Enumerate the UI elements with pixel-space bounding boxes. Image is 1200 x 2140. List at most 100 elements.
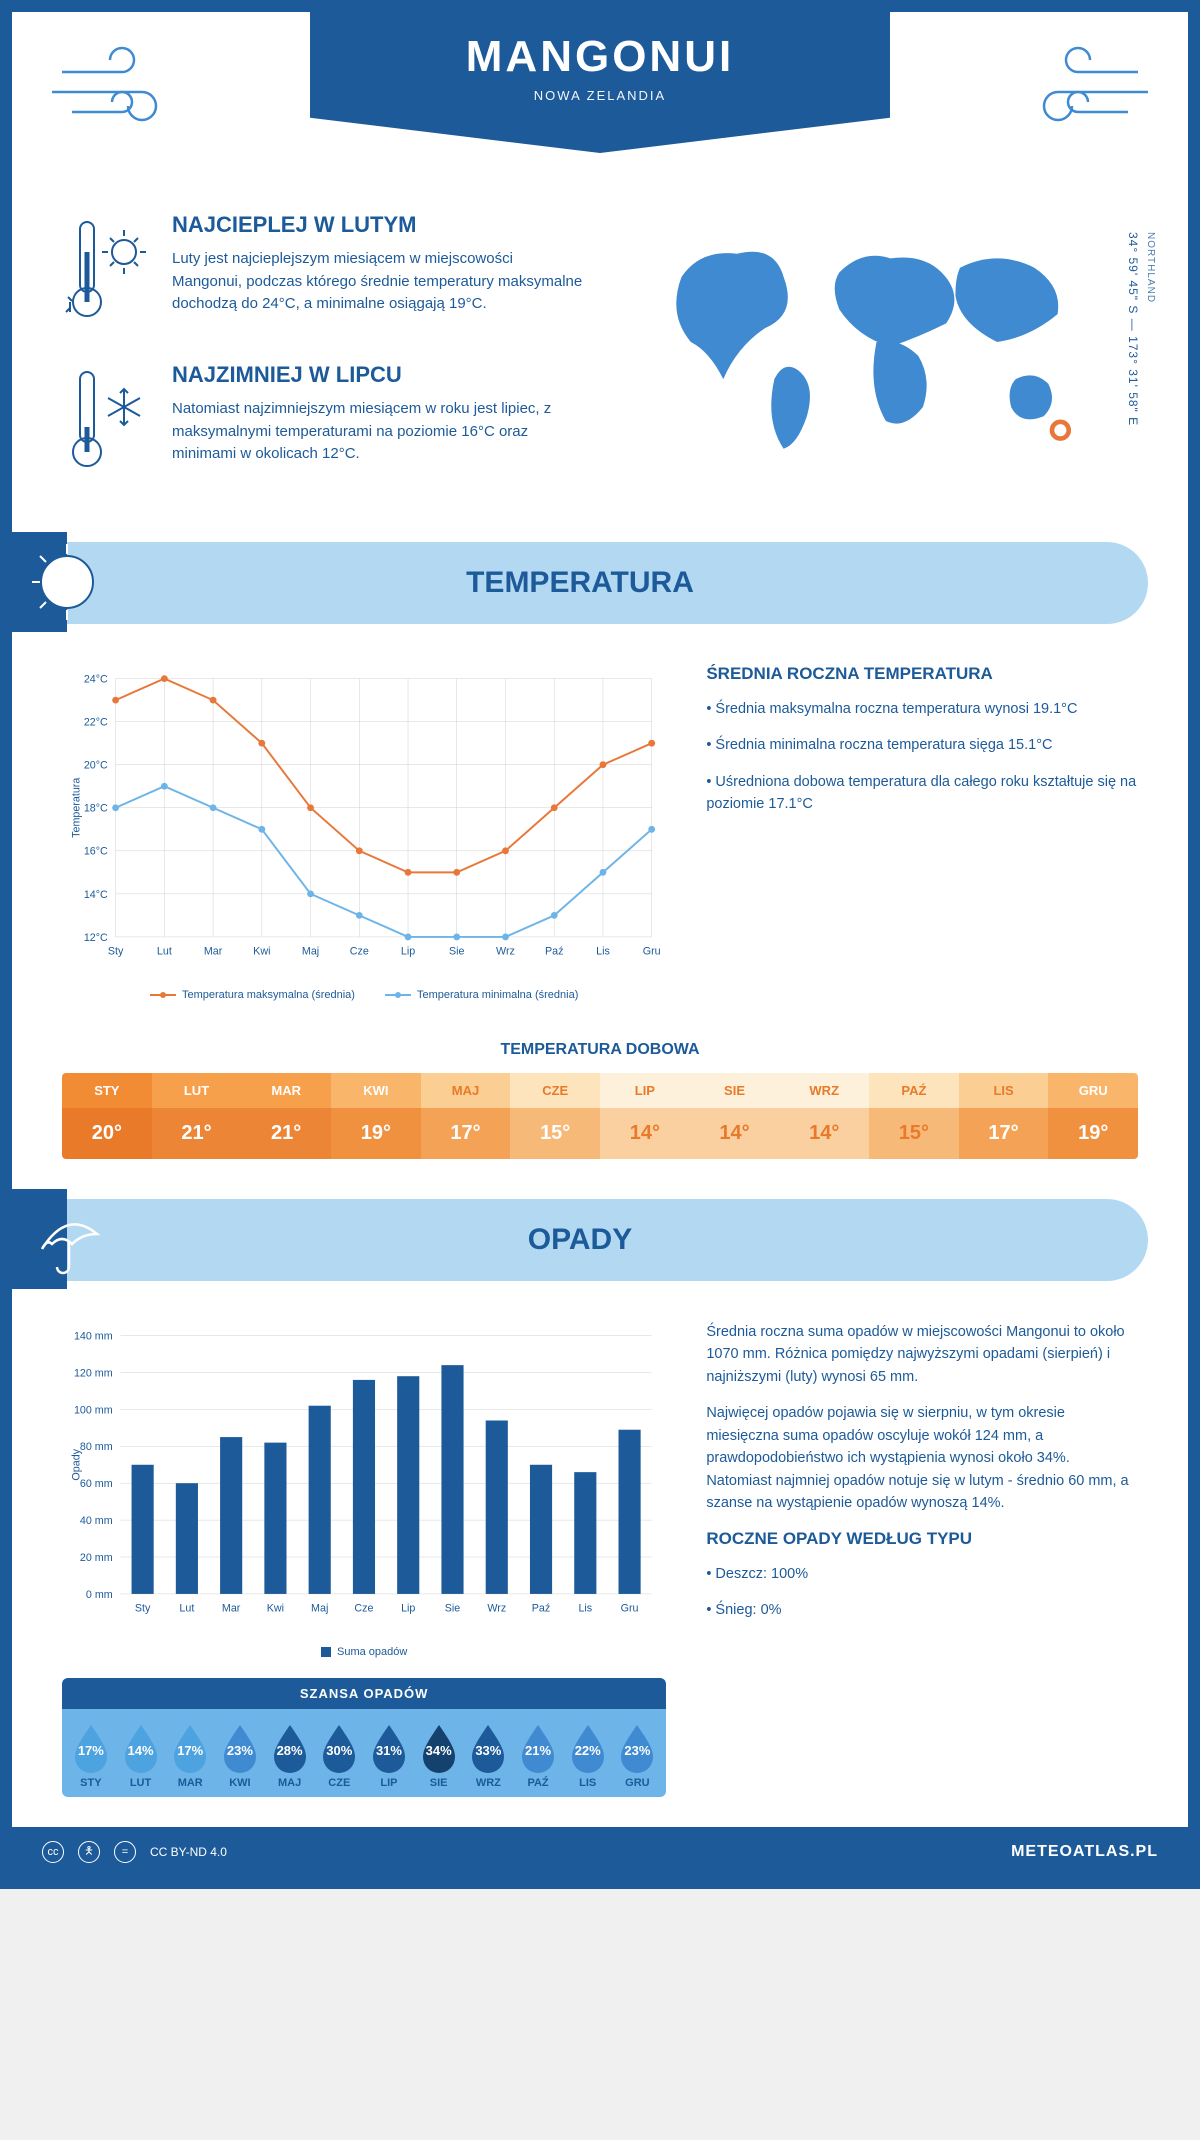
chance-month: LIS bbox=[563, 1777, 613, 1789]
rain-type-title: ROCZNE OPADY WEDŁUG TYPU bbox=[706, 1529, 1138, 1549]
world-map-icon bbox=[615, 212, 1138, 472]
chance-pct: 28% bbox=[277, 1743, 303, 1758]
chance-pct: 17% bbox=[177, 1743, 203, 1758]
drop-icon: 34% bbox=[418, 1721, 460, 1773]
chance-cell: 21% PAŹ bbox=[513, 1721, 563, 1789]
intro-facts: NAJCIEPLEJ W LUTYM Luty jest najcieplejs… bbox=[62, 212, 585, 512]
coldest-title: NAJZIMNIEJ W LIPCU bbox=[172, 362, 585, 388]
chance-month: KWI bbox=[215, 1777, 265, 1789]
svg-text:18°C: 18°C bbox=[84, 803, 108, 815]
wind-icon bbox=[1018, 42, 1158, 142]
chance-month: MAR bbox=[165, 1777, 215, 1789]
drop-icon: 23% bbox=[219, 1721, 261, 1773]
daily-col: MAJ 17° bbox=[421, 1073, 511, 1159]
svg-text:Mar: Mar bbox=[222, 1602, 241, 1614]
rain-title: OPADY bbox=[528, 1223, 632, 1256]
warmest-fact: NAJCIEPLEJ W LUTYM Luty jest najcieplejs… bbox=[62, 212, 585, 332]
svg-text:16°C: 16°C bbox=[84, 846, 108, 858]
drop-icon: 23% bbox=[616, 1721, 658, 1773]
drop-icon: 22% bbox=[567, 1721, 609, 1773]
daily-temp-title: TEMPERATURA DOBOWA bbox=[62, 1041, 1138, 1059]
chance-cell: 23% GRU bbox=[613, 1721, 663, 1789]
daily-col: PAŹ 15° bbox=[869, 1073, 959, 1159]
chance-cell: 17% STY bbox=[66, 1721, 116, 1789]
thermometer-snow-icon bbox=[62, 362, 152, 482]
annual-temp-text: ŚREDNIA ROCZNA TEMPERATURA • Średnia mak… bbox=[706, 664, 1138, 1001]
svg-text:100 mm: 100 mm bbox=[74, 1404, 113, 1416]
svg-text:Paź: Paź bbox=[532, 1602, 550, 1614]
rain-type-bullet: • Deszcz: 100% bbox=[706, 1563, 1138, 1585]
temperature-body: 12°C14°C16°C18°C20°C22°C24°CStyLutMarKwi… bbox=[12, 654, 1188, 1031]
chance-cell: 17% MAR bbox=[165, 1721, 215, 1789]
thermometer-sun-icon bbox=[62, 212, 152, 332]
chance-cell: 34% SIE bbox=[414, 1721, 464, 1789]
svg-text:Paź: Paź bbox=[545, 945, 563, 957]
lon-label: 173° 31' 58" E bbox=[1126, 336, 1140, 426]
lat-label: 34° 59' 45" S bbox=[1126, 232, 1140, 314]
region-label: NORTHLAND bbox=[1145, 232, 1156, 303]
intro-section: NAJCIEPLEJ W LUTYM Luty jest najcieplejs… bbox=[12, 202, 1188, 542]
svg-text:22°C: 22°C bbox=[84, 717, 108, 729]
chance-pct: 21% bbox=[525, 1743, 551, 1758]
chance-month: GRU bbox=[613, 1777, 663, 1789]
cc-icon: cc bbox=[42, 1841, 64, 1863]
temperature-chart: 12°C14°C16°C18°C20°C22°C24°CStyLutMarKwi… bbox=[62, 664, 666, 1001]
rain-body: 0 mm20 mm40 mm60 mm80 mm100 mm120 mm140 … bbox=[12, 1311, 1188, 1827]
chance-month: SIE bbox=[414, 1777, 464, 1789]
svg-text:Lis: Lis bbox=[596, 945, 610, 957]
svg-text:Cze: Cze bbox=[350, 945, 369, 957]
svg-text:Maj: Maj bbox=[311, 1602, 328, 1614]
chance-month: LIP bbox=[364, 1777, 414, 1789]
svg-text:24°C: 24°C bbox=[84, 674, 108, 686]
chance-cell: 31% LIP bbox=[364, 1721, 414, 1789]
legend-rain: Suma opadów bbox=[321, 1646, 407, 1658]
svg-text:120 mm: 120 mm bbox=[74, 1367, 113, 1379]
svg-text:Cze: Cze bbox=[354, 1602, 373, 1614]
daily-col: LIP 14° bbox=[600, 1073, 690, 1159]
svg-text:12°C: 12°C bbox=[84, 932, 108, 944]
svg-text:Sty: Sty bbox=[135, 1602, 151, 1614]
chance-cell: 22% LIS bbox=[563, 1721, 613, 1789]
warmest-body: Luty jest najcieplejszym miesiącem w mie… bbox=[172, 248, 585, 316]
chance-pct: 33% bbox=[475, 1743, 501, 1758]
svg-text:Sie: Sie bbox=[445, 1602, 461, 1614]
chance-cell: 23% KWI bbox=[215, 1721, 265, 1789]
svg-text:Opady: Opady bbox=[71, 1448, 83, 1480]
svg-text:0 mm: 0 mm bbox=[86, 1589, 113, 1601]
chance-month: CZE bbox=[314, 1777, 364, 1789]
chance-pct: 22% bbox=[575, 1743, 601, 1758]
warmest-title: NAJCIEPLEJ W LUTYM bbox=[172, 212, 585, 238]
sun-icon bbox=[12, 532, 122, 632]
daily-col: CZE 15° bbox=[510, 1073, 600, 1159]
chance-month: MAJ bbox=[265, 1777, 315, 1789]
daily-col: WRZ 14° bbox=[779, 1073, 869, 1159]
drop-icon: 14% bbox=[120, 1721, 162, 1773]
drop-icon: 28% bbox=[269, 1721, 311, 1773]
drop-icon: 21% bbox=[517, 1721, 559, 1773]
svg-text:60 mm: 60 mm bbox=[80, 1478, 113, 1490]
title-ribbon: MANGONUI NOWA ZELANDIA bbox=[310, 12, 890, 153]
chance-cell: 33% WRZ bbox=[464, 1721, 514, 1789]
drop-icon: 30% bbox=[318, 1721, 360, 1773]
annual-temp-bullet: • Średnia minimalna roczna temperatura s… bbox=[706, 734, 1138, 756]
daily-temp-section: TEMPERATURA DOBOWA STY 20° LUT 21° MAR 2… bbox=[12, 1031, 1188, 1199]
rain-p2: Najwięcej opadów pojawia się w sierpniu,… bbox=[706, 1402, 1138, 1514]
daily-col: SIE 14° bbox=[690, 1073, 780, 1159]
coldest-fact: NAJZIMNIEJ W LIPCU Natomiast najzimniejs… bbox=[62, 362, 585, 482]
svg-text:20°C: 20°C bbox=[84, 760, 108, 772]
chance-cell: 14% LUT bbox=[116, 1721, 166, 1789]
city-title: MANGONUI bbox=[390, 32, 810, 82]
svg-text:40 mm: 40 mm bbox=[80, 1515, 113, 1527]
rain-chart: 0 mm20 mm40 mm60 mm80 mm100 mm120 mm140 … bbox=[62, 1321, 666, 1797]
drop-icon: 17% bbox=[169, 1721, 211, 1773]
chance-pct: 30% bbox=[326, 1743, 352, 1758]
svg-text:Sty: Sty bbox=[108, 945, 124, 957]
svg-text:Mar: Mar bbox=[204, 945, 223, 957]
temperature-title: TEMPERATURA bbox=[466, 566, 694, 599]
header: MANGONUI NOWA ZELANDIA bbox=[12, 12, 1188, 202]
rain-type-bullet: • Śnieg: 0% bbox=[706, 1599, 1138, 1621]
rain-banner: OPADY bbox=[12, 1199, 1148, 1281]
footer: cc 🯅 = CC BY-ND 4.0 METEOATLAS.PL bbox=[12, 1827, 1188, 1877]
drop-icon: 31% bbox=[368, 1721, 410, 1773]
svg-text:Gru: Gru bbox=[643, 945, 661, 957]
